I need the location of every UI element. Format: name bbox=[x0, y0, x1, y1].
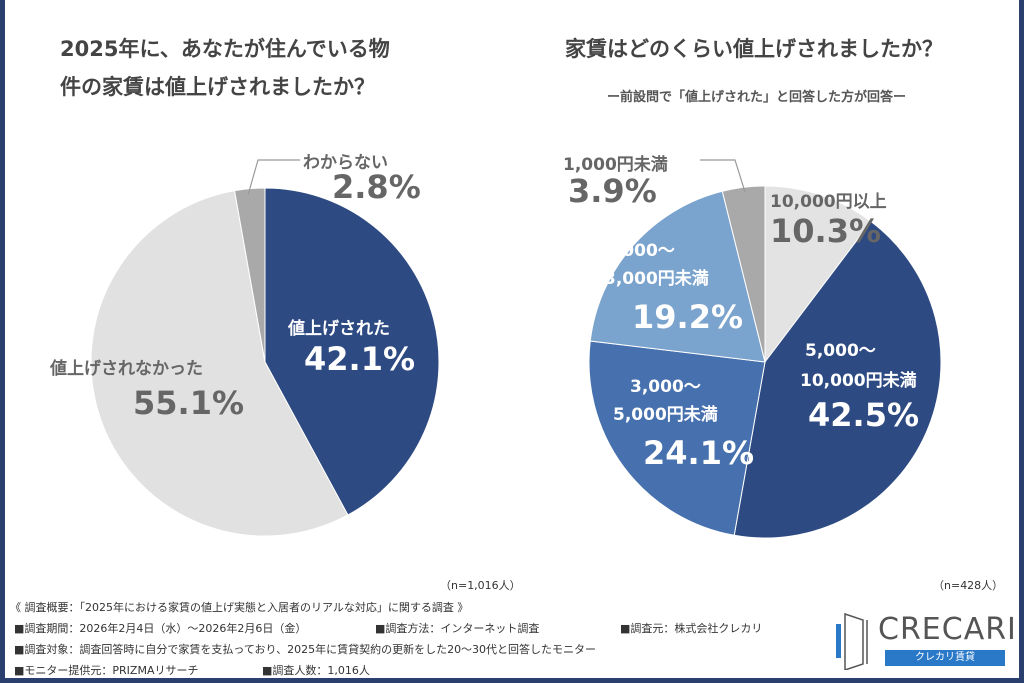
right-chart-subtitle: ー前設問で「値上げされた」と回答した方が回答ー bbox=[607, 90, 907, 105]
label-not-increased: 値上げされなかった bbox=[50, 359, 203, 379]
pie-slice-3 bbox=[589, 190, 766, 363]
leader-line-under-1000 bbox=[700, 159, 746, 193]
label-3000-5000-line2: 5,000円未満 bbox=[613, 405, 718, 425]
label-under-1000: 1,000円未満 bbox=[563, 155, 668, 175]
pct-under-1000: 3.9% bbox=[568, 172, 657, 210]
footer-method: ■調査方法：インターネット調査 bbox=[375, 622, 540, 635]
label-increased: 値上げされた bbox=[288, 319, 390, 339]
footer-provider: ■モニター提供元：PRIZMAリサーチ bbox=[14, 664, 199, 677]
label-5000-10000-line1: 5,000～ bbox=[805, 341, 876, 361]
label-unknown: わからない bbox=[303, 153, 388, 173]
crecari-logo: CRECARI クレカリ賃貸 bbox=[833, 612, 1016, 670]
left-n-label: （n=1,016人） bbox=[440, 579, 521, 592]
pct-3000-5000: 24.1% bbox=[643, 434, 755, 472]
logo-tagline: クレカリ賃貸 bbox=[885, 650, 1005, 666]
pie-slice-2 bbox=[588, 340, 766, 536]
pie-slice-0 bbox=[764, 185, 872, 364]
label-3000-5000-line1: 3,000～ bbox=[630, 377, 701, 397]
logo-name: CRECARI bbox=[878, 612, 1017, 647]
footer-source: ■調査元：株式会社クレカリ bbox=[620, 622, 763, 635]
right-n-label: （n=428人） bbox=[933, 579, 1004, 592]
pct-not-increased: 55.1% bbox=[133, 384, 245, 422]
label-over-10000: 10,000円以上 bbox=[770, 192, 887, 212]
label-1000-3000-line2: 3,000円未満 bbox=[604, 269, 709, 289]
door-icon bbox=[836, 612, 868, 670]
footer-period: ■調査期間：2026年2月4日（水）～2026年2月6日（金） bbox=[14, 622, 307, 635]
label-5000-10000-line2: 10,000円未満 bbox=[800, 371, 917, 391]
pie-slice-0 bbox=[264, 187, 440, 516]
label-1000-3000-line1: 1,000～ bbox=[604, 241, 675, 261]
left-chart-title-text: 2025年に、あなたが住んでいる物件の家賃は値上げされましたか？ bbox=[60, 37, 390, 99]
pie-chart-rent-increase bbox=[90, 187, 440, 537]
pie-slice-1 bbox=[733, 220, 942, 539]
pct-over-10000: 10.3% bbox=[770, 212, 882, 250]
leader-line-unknown bbox=[247, 159, 300, 196]
footer-summary: 《 調査概要：「2025年における家賃の値上げ実態と入居者のリアルな対応」に関す… bbox=[10, 601, 469, 614]
pie-slice-1 bbox=[90, 190, 349, 537]
footer-count: ■調査人数：1,016人 bbox=[262, 664, 370, 677]
footer-target: ■調査対象：調査回答時に自分で家賃を支払っており、2025年に賃貸契約の更新をし… bbox=[14, 643, 597, 656]
pie-chart-increase-amount bbox=[588, 185, 942, 539]
pct-1000-3000: 19.2% bbox=[632, 298, 744, 336]
pct-increased: 42.1% bbox=[304, 340, 416, 378]
pct-5000-10000: 42.5% bbox=[808, 396, 920, 434]
right-chart-title: 家賃はどのくらい値上げされましたか？ bbox=[565, 37, 943, 61]
pct-unknown: 2.8% bbox=[332, 168, 421, 206]
left-chart-title: 2025年に、あなたが住んでいる物件の家賃は値上げされましたか？ bbox=[60, 30, 390, 106]
